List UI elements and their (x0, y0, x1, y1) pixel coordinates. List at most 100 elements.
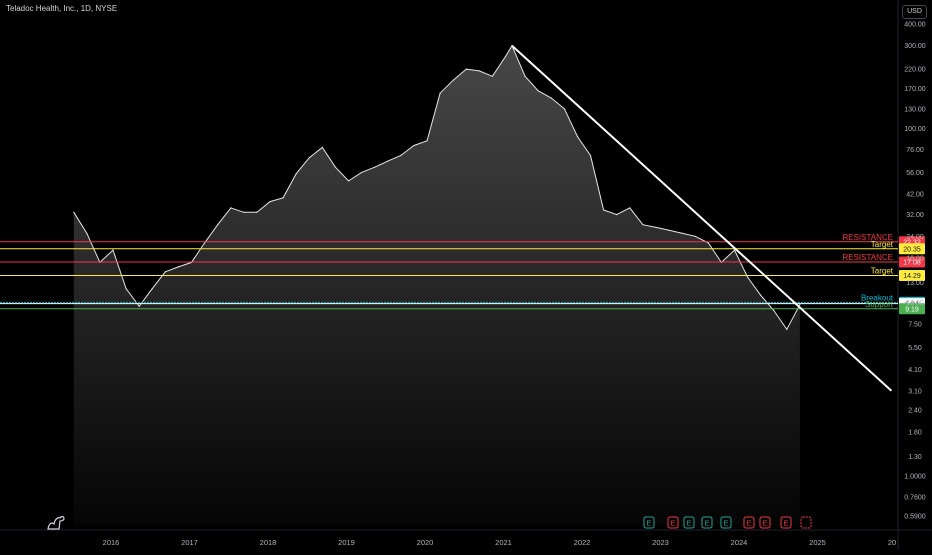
level-price-tag-label: 20.35 (903, 247, 921, 254)
currency-button[interactable]: USD (902, 5, 927, 19)
earnings-marker[interactable]: E (780, 516, 792, 529)
price-point (760, 294, 762, 296)
price-point (269, 201, 271, 203)
svg-text:E: E (670, 519, 675, 528)
earnings-marker[interactable]: E (720, 516, 732, 529)
y-tick-label: 100.00 (904, 126, 926, 133)
x-tick-label: 2022 (574, 538, 591, 547)
x-tick-label: 2020 (417, 538, 434, 547)
price-point (668, 229, 670, 231)
price-point (230, 207, 232, 209)
level-price-tag-label: 14.29 (903, 273, 921, 280)
y-tick-label: 220.00 (904, 67, 926, 74)
price-point (217, 224, 219, 226)
price-point (537, 90, 539, 92)
svg-text:E: E (746, 519, 751, 528)
x-tick-label: 2023 (652, 538, 669, 547)
price-point (282, 197, 284, 199)
x-tick-label: 2018 (260, 538, 277, 547)
price-point (243, 211, 245, 213)
price-point (694, 235, 696, 237)
price-point (707, 242, 709, 244)
level-price-tag-label: 17.08 (903, 260, 921, 267)
price-point (589, 154, 592, 157)
price-point (576, 136, 579, 138)
price-point (746, 276, 749, 278)
price-point (177, 266, 179, 268)
level-label: Target (871, 267, 894, 276)
y-tick-label: 42.00 (906, 192, 924, 199)
y-tick-label: 1.80 (908, 429, 922, 436)
y-tick-label: 4.10 (908, 367, 922, 374)
earnings-marker[interactable]: E (643, 516, 655, 529)
price-point (642, 224, 644, 226)
y-tick-label: 18.00 (906, 256, 924, 263)
level-price-tag (899, 303, 925, 315)
y-tick-label: 32.00 (906, 212, 924, 219)
price-point (773, 309, 775, 311)
trendline[interactable] (511, 44, 893, 392)
price-point (426, 140, 428, 142)
price-point (112, 249, 114, 251)
price-point (603, 209, 605, 211)
y-tick-label: 0.7600 (904, 494, 926, 501)
x-tick-label: 2019 (338, 538, 355, 547)
price-area (73, 45, 800, 525)
y-tick-label: 170.00 (904, 86, 926, 93)
x-tick-label: 2024 (731, 538, 748, 547)
price-point (321, 146, 323, 148)
earnings-marker-upcoming[interactable] (800, 516, 812, 529)
price-point (295, 173, 297, 175)
price-point (374, 166, 376, 168)
price-point (164, 271, 166, 273)
price-point (452, 79, 454, 81)
earnings-marker[interactable]: E (759, 516, 771, 529)
price-point (308, 157, 310, 159)
svg-text:E: E (704, 519, 709, 528)
x-tick-label: 2017 (181, 538, 198, 547)
svg-text:E: E (686, 519, 691, 528)
price-point (439, 92, 441, 94)
price-point (616, 214, 618, 216)
svg-text:E: E (762, 519, 767, 528)
y-tick-label: 24.00 (906, 234, 924, 241)
y-tick-label: 130.00 (904, 106, 926, 113)
level-label: RESISTANCE (842, 253, 893, 262)
price-point (504, 55, 507, 58)
level-price-tag (899, 256, 925, 268)
y-tick-label: 13.00 (906, 280, 924, 287)
y-tick-label: 300.00 (904, 43, 926, 50)
x-tick-label: 2016 (103, 538, 120, 547)
price-point (334, 166, 336, 168)
price-point (151, 288, 153, 290)
level-label: Support (865, 300, 894, 309)
earnings-marker[interactable]: E (701, 516, 713, 529)
price-point (138, 305, 140, 307)
price-point (465, 68, 467, 70)
y-tick-label: 400.00 (904, 22, 926, 29)
price-point (413, 144, 415, 147)
level-label: Target (871, 240, 894, 249)
y-tick-label: 56.00 (906, 170, 924, 177)
price-point (361, 171, 363, 173)
y-tick-label: 1.0000 (904, 474, 926, 481)
level-price-tag (899, 270, 925, 281)
y-tick-label: 1.30 (908, 454, 922, 461)
price-point (347, 180, 350, 182)
y-tick-label: 10.00 (906, 300, 924, 307)
earnings-marker[interactable]: E (667, 516, 679, 529)
earnings-marker[interactable]: E (743, 516, 755, 529)
x-tick-label: 20 (888, 538, 896, 547)
tradingview-logo-icon (47, 516, 65, 530)
earnings-marker[interactable]: E (683, 516, 695, 529)
price-point (563, 108, 566, 110)
svg-text:E: E (783, 519, 788, 528)
level-price-tag-label: 9.19 (905, 307, 919, 314)
chart-title: Teladoc Health, Inc., 1D, NYSE (6, 4, 118, 13)
price-point (491, 75, 493, 77)
svg-text:E: E (646, 519, 651, 528)
level-price-tag (899, 243, 925, 255)
price-point (125, 288, 127, 290)
